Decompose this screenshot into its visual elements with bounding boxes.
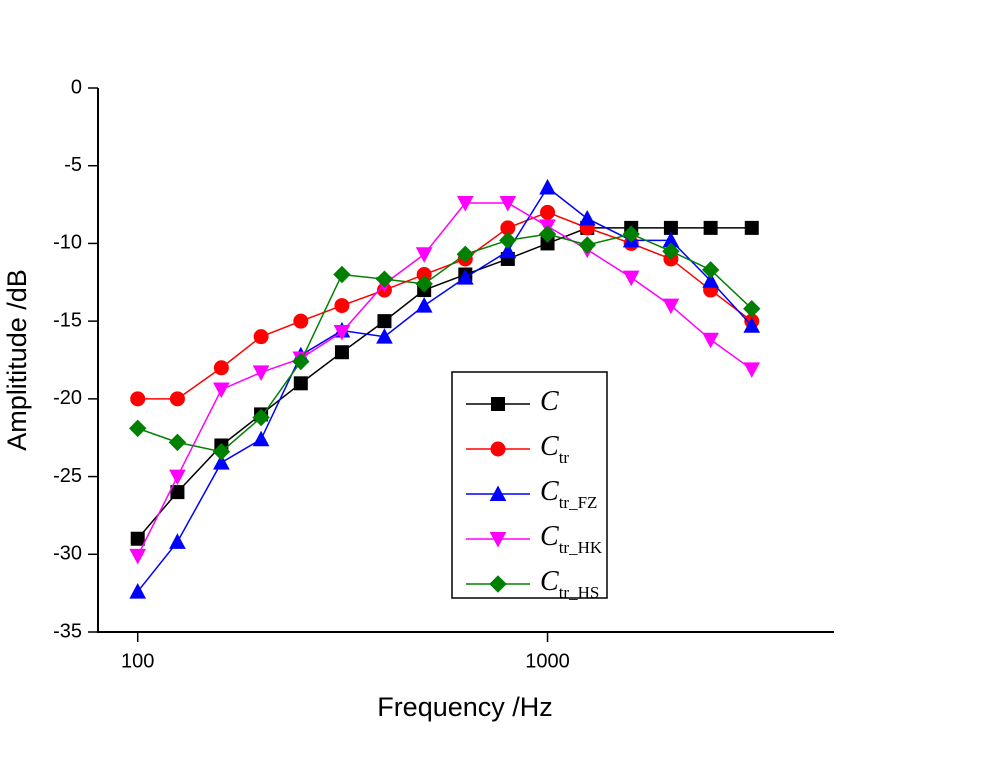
marker [622, 270, 640, 287]
legend-label: Ctr_HK [540, 521, 603, 556]
legend-label: Ctr [540, 431, 569, 466]
marker [334, 298, 350, 314]
marker [213, 454, 230, 470]
marker [292, 352, 310, 371]
marker [489, 485, 507, 501]
marker [129, 548, 147, 565]
marker [168, 433, 187, 452]
legend-label: Ctr_FZ [540, 476, 597, 511]
marker [703, 220, 718, 235]
y-tick-label: -20 [53, 387, 82, 409]
x-tick-label: 1000 [525, 650, 570, 672]
marker [491, 397, 505, 411]
marker [489, 532, 507, 548]
legend-name: C [540, 566, 559, 597]
marker [334, 345, 349, 360]
y-axis-title: Amplititude /dB [2, 269, 32, 451]
marker [701, 261, 720, 279]
marker [212, 442, 231, 461]
marker [130, 391, 146, 407]
marker [415, 247, 433, 263]
marker [129, 583, 147, 599]
marker [622, 225, 640, 243]
marker [375, 270, 394, 288]
y-tick-label: -25 [53, 465, 82, 487]
legend-name: C [540, 476, 559, 507]
legend-name: C [540, 521, 559, 552]
marker [540, 204, 556, 220]
marker [499, 231, 517, 250]
y-tick-label: -10 [53, 232, 82, 254]
series-line [137, 233, 753, 453]
marker [169, 391, 185, 407]
marker [578, 236, 596, 254]
series-line [137, 211, 753, 400]
legend-subscript: tr_HS [559, 583, 600, 602]
marker [252, 365, 270, 381]
marker [539, 178, 556, 195]
marker [415, 275, 433, 293]
legend-name: C [540, 431, 559, 462]
y-tick-label: -30 [53, 543, 82, 565]
marker [489, 575, 507, 593]
marker [170, 485, 185, 500]
legend-subscript: tr_HK [559, 538, 603, 557]
marker [376, 328, 393, 344]
marker [743, 362, 761, 378]
marker [130, 531, 145, 546]
marker [169, 469, 186, 486]
legend-label: C [540, 386, 559, 417]
marker [702, 332, 719, 349]
marker [578, 210, 596, 226]
marker [169, 533, 186, 549]
legend-subscript: tr_FZ [559, 493, 598, 512]
marker [743, 300, 761, 318]
legend [451, 371, 608, 599]
marker [377, 314, 392, 329]
marker [662, 242, 680, 260]
marker [456, 196, 474, 212]
marker [744, 220, 759, 235]
marker [293, 376, 308, 391]
marker [702, 272, 719, 288]
marker [743, 317, 761, 333]
marker [499, 242, 517, 259]
series-line [137, 186, 753, 593]
x-axis-title: Frequency /Hz [377, 692, 553, 722]
marker [253, 329, 269, 345]
marker [252, 430, 270, 447]
marker [333, 325, 351, 341]
marker [213, 360, 229, 376]
marker [490, 441, 506, 457]
marker [129, 419, 147, 438]
marker [252, 408, 270, 427]
series-line [137, 227, 752, 540]
marker [415, 297, 433, 313]
y-tick-label: -15 [53, 309, 82, 331]
legend-subscript: tr [559, 448, 570, 467]
marker [456, 245, 475, 264]
series-line [137, 202, 753, 557]
marker [213, 382, 230, 399]
marker [456, 269, 474, 285]
marker [662, 298, 680, 315]
y-tick-label: -5 [64, 154, 82, 176]
legend-label: Ctr_HS [540, 566, 599, 601]
marker [499, 196, 517, 212]
marker [293, 313, 309, 329]
x-tick-label: 100 [121, 650, 154, 672]
marker [538, 225, 557, 243]
marker [333, 265, 351, 284]
y-tick-label: -35 [53, 620, 82, 642]
legend-name: C [540, 386, 559, 417]
y-tick-label: 0 [71, 76, 82, 98]
